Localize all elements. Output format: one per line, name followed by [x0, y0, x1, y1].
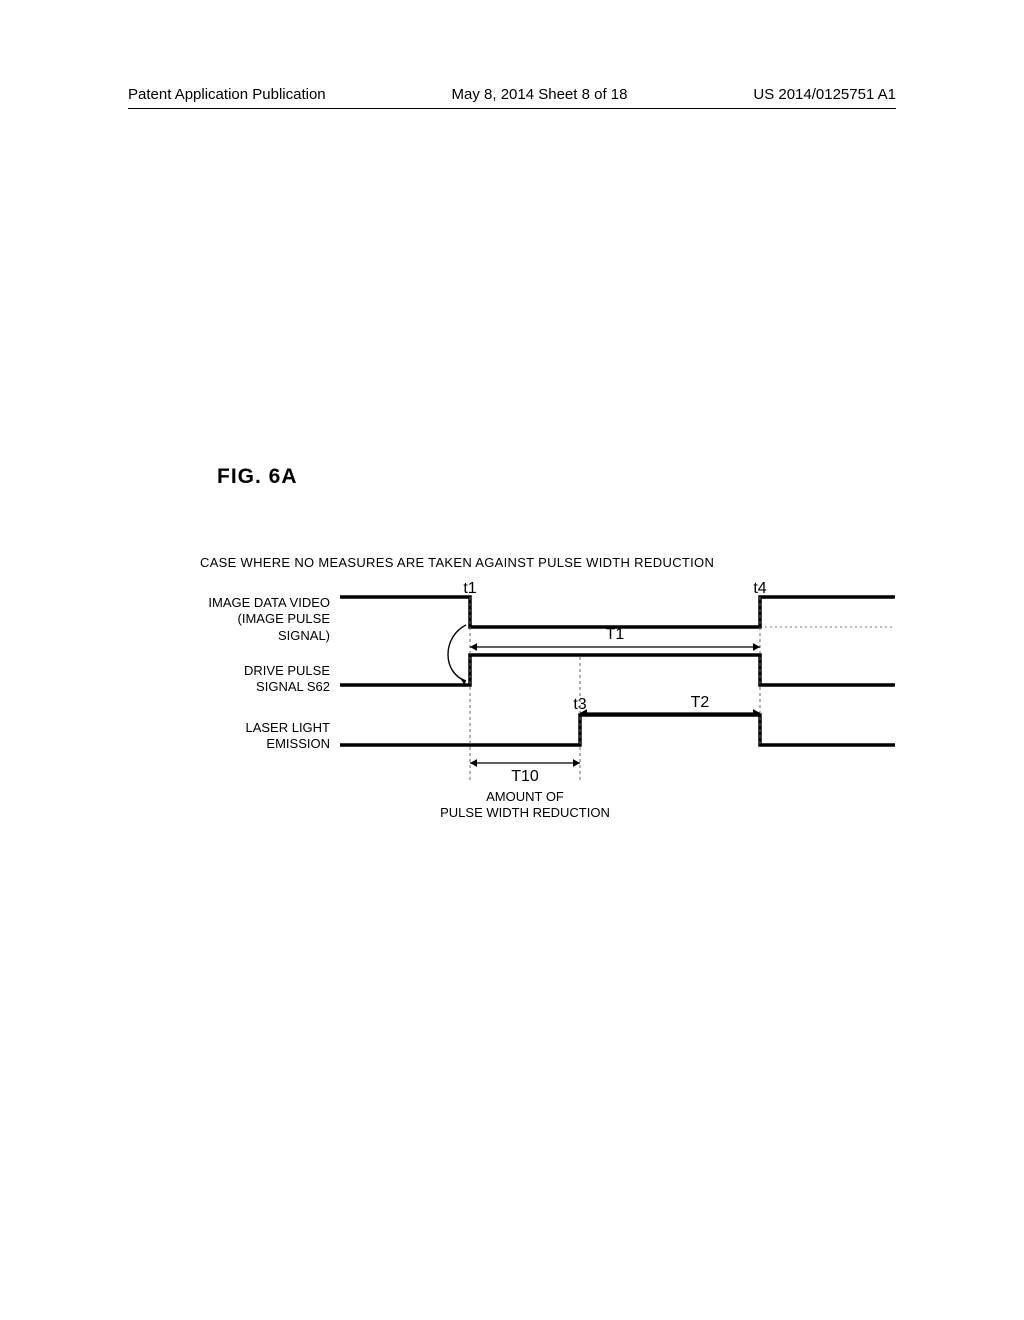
svg-text:AMOUNT OF: AMOUNT OF: [486, 789, 564, 804]
signal-label-laser-emission: LASER LIGHT EMISSION: [130, 720, 330, 753]
figure-title: FIG. 6A: [217, 465, 298, 489]
header-left: Patent Application Publication: [128, 86, 326, 103]
svg-text:t4: t4: [753, 580, 766, 597]
svg-text:T2: T2: [691, 694, 710, 711]
timing-diagram: IMAGE DATA VIDEO (IMAGE PULSE SIGNAL) DR…: [130, 585, 890, 885]
header-right: US 2014/0125751 A1: [753, 86, 896, 103]
waveform-svg: t1t4t3T1T2T10AMOUNT OFPULSE WIDTH REDUCT…: [340, 585, 900, 865]
page-header: Patent Application Publication May 8, 20…: [128, 86, 896, 103]
header-rule: [128, 108, 896, 109]
svg-text:PULSE WIDTH REDUCTION: PULSE WIDTH REDUCTION: [440, 805, 610, 820]
signal-label-drive-pulse: DRIVE PULSE SIGNAL S62: [130, 663, 330, 696]
header-center: May 8, 2014 Sheet 8 of 18: [452, 86, 628, 103]
svg-text:t1: t1: [463, 580, 476, 597]
figure-caption: CASE WHERE NO MEASURES ARE TAKEN AGAINST…: [200, 555, 714, 570]
svg-text:T10: T10: [511, 768, 539, 785]
signal-label-image-data: IMAGE DATA VIDEO (IMAGE PULSE SIGNAL): [130, 595, 330, 644]
svg-text:T1: T1: [606, 626, 625, 643]
